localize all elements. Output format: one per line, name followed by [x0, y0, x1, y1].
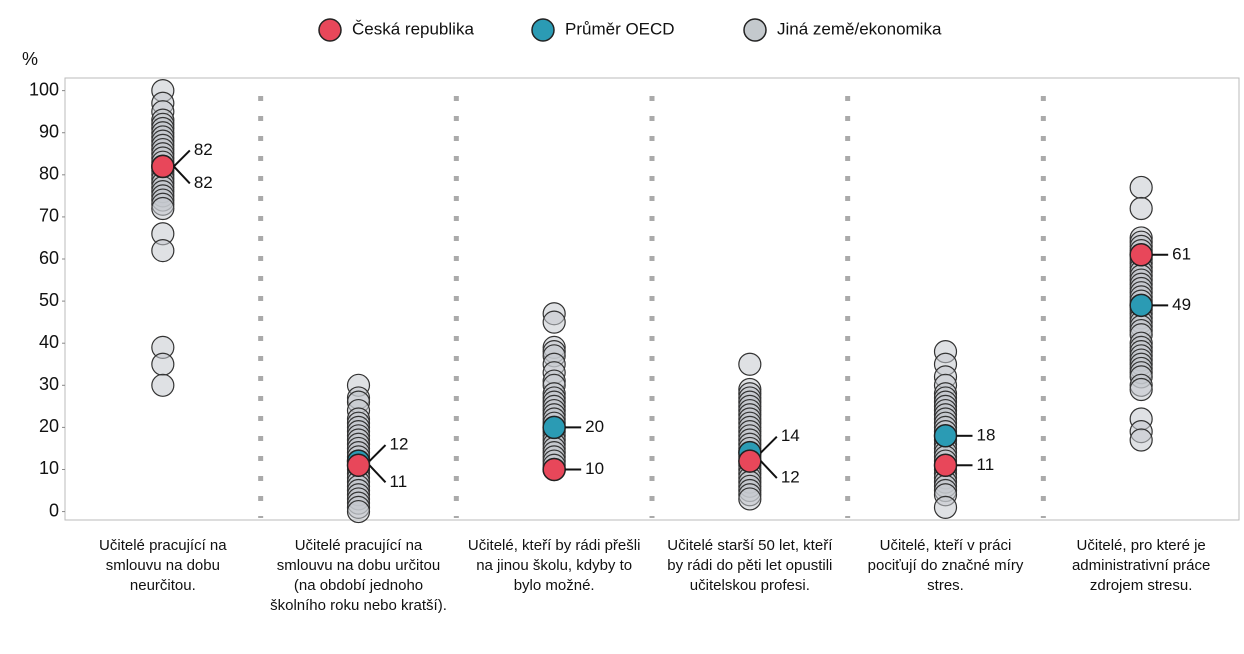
- czech-dot: [933, 453, 958, 478]
- x-category-label: Učitelé pracující na smlouvu na dobu urč…: [270, 537, 447, 614]
- x-category-label: Učitelé pracující na smlouvu na dobu neu…: [99, 537, 227, 594]
- other-country-dot: [1129, 196, 1153, 221]
- y-tick-label: 40: [39, 332, 59, 352]
- y-tick-label: 90: [39, 121, 59, 141]
- plot-frame: [64, 77, 1240, 521]
- other-country-dot: [151, 196, 175, 221]
- data-label: 11: [390, 472, 408, 491]
- oecd-dot: [933, 424, 958, 448]
- czech-dot: [1129, 243, 1153, 267]
- data-label: 82: [194, 173, 213, 192]
- other-country-dot: [933, 495, 958, 519]
- other-country-dot: [151, 352, 175, 376]
- other-country-dot: [346, 499, 371, 524]
- other-country-dot: [151, 238, 175, 263]
- czech-dot: [542, 457, 566, 482]
- y-tick-label: 80: [39, 164, 59, 184]
- x-category-label: Učitelé, pro které je administrativní pr…: [1071, 537, 1211, 594]
- leader-line: [173, 165, 191, 185]
- leader-line: [368, 444, 387, 462]
- legend-marker: [531, 18, 555, 42]
- other-country-dot: [151, 373, 175, 397]
- data-label: 18: [977, 425, 996, 444]
- other-country-dot: [1129, 377, 1153, 402]
- x-category-label: Učitelé, kteří v práci pociťují do značn…: [867, 537, 1024, 594]
- other-country-dot: [738, 352, 762, 376]
- other-country-dot: [1129, 428, 1153, 452]
- data-label: 11: [977, 455, 995, 474]
- czech-dot: [151, 154, 175, 179]
- data-label: 82: [194, 140, 213, 159]
- czech-dot: [346, 453, 371, 478]
- legend-marker: [318, 18, 342, 42]
- data-label: 12: [781, 468, 800, 487]
- czech-dot: [738, 449, 762, 473]
- other-country-dot: [542, 310, 566, 334]
- leader-line: [368, 464, 387, 483]
- data-label: 49: [1172, 295, 1191, 314]
- oecd-dot: [1129, 293, 1153, 318]
- y-tick-label: 20: [39, 416, 59, 436]
- y-tick-label: 60: [39, 248, 59, 268]
- leader-line: [760, 435, 778, 454]
- x-category-label: Učitelé starší 50 let, kteří by rádi do …: [667, 537, 833, 594]
- other-country-dot: [1129, 175, 1153, 200]
- y-tick-label: 50: [39, 290, 59, 310]
- legend-label: Jiná země/ekonomika: [777, 19, 942, 38]
- leader-line: [760, 460, 778, 479]
- y-tick-label: 100: [29, 79, 59, 99]
- y-tick-label: 70: [39, 206, 59, 226]
- other-country-dot: [738, 487, 762, 511]
- leader-line: [173, 149, 191, 168]
- legend-marker: [743, 18, 767, 42]
- data-label: 20: [585, 417, 604, 436]
- y-axis-label: %: [22, 49, 38, 69]
- legend-label: Průměr OECD: [565, 19, 675, 38]
- legend-label: Česká republika: [352, 19, 474, 38]
- y-tick-label: 0: [49, 500, 59, 520]
- data-label: 12: [390, 435, 409, 454]
- data-label: 14: [781, 426, 800, 445]
- data-label: 10: [585, 459, 604, 478]
- y-tick-label: 30: [39, 374, 59, 394]
- oecd-dot: [542, 415, 566, 440]
- x-category-label: Učitelé, kteří by rádi přešli na jinou š…: [467, 537, 641, 594]
- y-tick-label: 10: [39, 458, 59, 478]
- data-label: 61: [1172, 244, 1191, 263]
